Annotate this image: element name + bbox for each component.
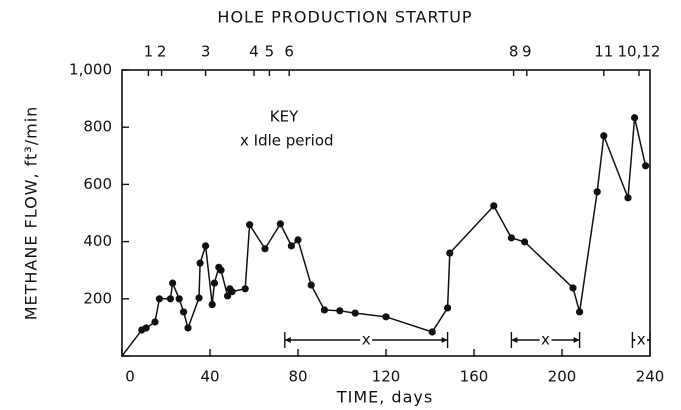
data-point — [428, 328, 436, 336]
data-point — [320, 306, 328, 314]
data-point — [210, 279, 218, 287]
data-point — [241, 285, 249, 293]
idle-label: x — [637, 331, 646, 349]
hole-label: 8 — [509, 43, 519, 61]
data-point — [446, 249, 454, 257]
data-point — [444, 304, 452, 312]
data-point — [224, 292, 232, 300]
data-point — [624, 194, 632, 202]
hole-label: 11 — [594, 43, 613, 61]
data-point — [217, 266, 225, 274]
x-tick-label: 200 — [548, 368, 577, 386]
data-point — [169, 279, 177, 287]
hole-label: 9 — [522, 43, 532, 61]
key-text: x Idle period — [240, 132, 334, 150]
x-tick-label: 240 — [636, 368, 665, 386]
data-point — [175, 295, 183, 303]
y-tick-label: 400 — [83, 232, 112, 250]
x-tick-label: 120 — [372, 368, 401, 386]
data-point — [382, 313, 390, 321]
plot-frame — [121, 69, 651, 357]
data-point — [195, 294, 203, 302]
data-point — [600, 132, 608, 140]
idle-label-bg — [360, 332, 373, 348]
y-tick-label: 1,000 — [69, 61, 112, 79]
idle-label: x — [541, 331, 550, 349]
hole-label: 5 — [265, 43, 275, 61]
data-point — [351, 309, 359, 317]
data-point — [276, 220, 284, 228]
data-point — [166, 295, 174, 303]
x-tick-label: 40 — [200, 368, 219, 386]
flow-line — [121, 117, 647, 357]
data-point — [184, 324, 192, 332]
data-point — [202, 242, 210, 250]
data-point — [228, 288, 236, 296]
hole-label: 1 — [144, 43, 154, 61]
key-title: KEY — [270, 108, 299, 126]
hole-label: 10,12 — [618, 43, 661, 61]
x-tick-label: 160 — [460, 368, 489, 386]
data-point — [261, 245, 269, 253]
y-tick-label: 600 — [83, 175, 112, 193]
data-point — [569, 284, 577, 292]
chart-title: HOLE PRODUCTION STARTUP — [217, 8, 472, 27]
data-point — [631, 114, 639, 122]
hole-label: 4 — [249, 43, 259, 61]
data-point — [294, 236, 302, 244]
data-point — [593, 188, 601, 196]
data-point — [196, 259, 204, 267]
data-point — [287, 242, 295, 250]
data-point — [642, 162, 650, 170]
data-point — [336, 307, 344, 315]
data-point — [155, 295, 163, 303]
idle-label: x — [362, 331, 371, 349]
data-point — [521, 238, 529, 246]
x-tick-label: 0 — [125, 368, 135, 386]
data-point — [307, 281, 315, 289]
data-point — [246, 221, 254, 229]
data-point — [490, 202, 498, 210]
data-point — [576, 308, 584, 316]
idle-label-bg — [539, 332, 552, 348]
x-axis-label: TIME, days — [336, 388, 433, 407]
hole-label: 3 — [201, 43, 211, 61]
hole-label: 6 — [284, 43, 294, 61]
data-point — [142, 324, 150, 332]
y-axis-label: METHANE FLOW, ft³/min — [22, 106, 41, 321]
data-point — [180, 308, 188, 316]
idle-label-bg — [635, 332, 648, 348]
data-point — [507, 234, 515, 242]
hole-label: 2 — [157, 43, 167, 61]
data-point — [151, 318, 159, 326]
x-tick-label: 80 — [288, 368, 307, 386]
y-tick-label: 800 — [83, 118, 112, 136]
y-tick-label: 200 — [83, 289, 112, 307]
data-point — [208, 300, 216, 309]
